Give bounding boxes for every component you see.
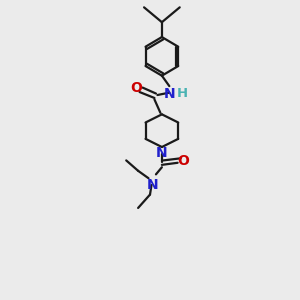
Text: O: O [130, 81, 142, 95]
Text: O: O [177, 154, 189, 168]
Text: N: N [164, 87, 175, 101]
Text: N: N [147, 178, 159, 192]
Text: N: N [156, 146, 168, 160]
Text: H: H [177, 87, 188, 100]
